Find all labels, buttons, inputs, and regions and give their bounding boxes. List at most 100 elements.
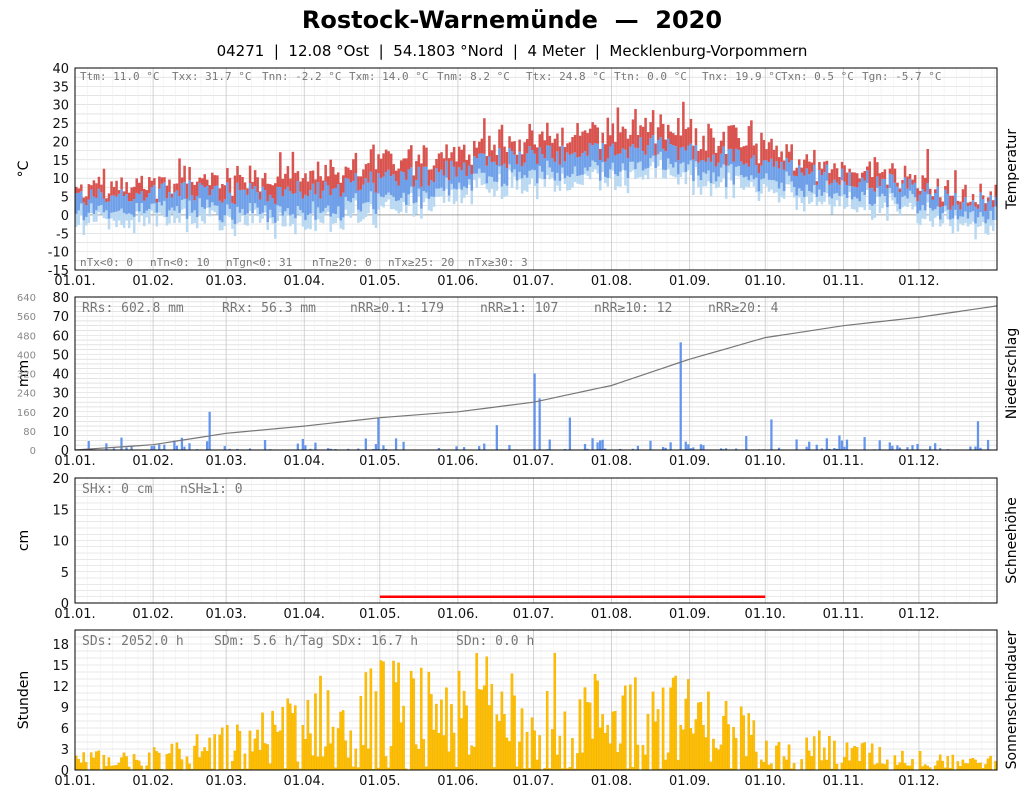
temp-mean-bar — [863, 180, 867, 196]
temp-mean-bar — [853, 186, 856, 197]
temp-max-bar — [470, 164, 474, 175]
temp-mean-bar — [598, 160, 602, 181]
sunshine-bar — [792, 763, 796, 771]
sunshine-bar — [946, 756, 950, 771]
precip-bar — [974, 446, 977, 450]
precip-bar — [719, 448, 723, 450]
x-tick-label: 01.02. — [132, 454, 173, 469]
sunshine-bar — [291, 713, 295, 771]
temp-mean-bar — [752, 155, 756, 180]
temp-mean-bar — [85, 205, 88, 217]
temp-mean-bar — [213, 185, 217, 206]
sunshine-bar — [236, 724, 239, 771]
temp-min-bar — [976, 208, 980, 227]
temp-mean-bar — [420, 186, 423, 209]
temp-mean-bar — [334, 187, 337, 215]
temp-max-bar — [780, 151, 783, 162]
x-tick-label: 01.09. — [669, 274, 710, 289]
temp-max-bar — [581, 131, 584, 154]
sunshine-bar — [346, 757, 350, 771]
temp-mean-bar — [961, 202, 965, 217]
x-tick-label: 01.12. — [898, 274, 939, 289]
sunshine-bar — [586, 702, 589, 771]
stat-label: nTn≥20: 0 — [312, 256, 372, 269]
temp-max-bar — [961, 189, 965, 203]
temp-max-bar — [578, 135, 582, 157]
temp-mean-bar — [991, 207, 995, 220]
precip-bar — [263, 439, 267, 450]
temp-mean-bar — [447, 180, 451, 196]
sunshine-bar — [392, 660, 395, 771]
sunshine-bar — [654, 721, 657, 771]
sunshine-bar — [986, 758, 990, 771]
temp-max-bar — [949, 195, 952, 210]
temp-max-bar — [923, 177, 927, 192]
temp-mean-bar — [712, 154, 715, 173]
sunshine-bar — [556, 754, 559, 771]
precip-bar — [105, 443, 108, 450]
sunshine-bar — [344, 740, 347, 771]
x-tick-label: 01.10. — [745, 274, 786, 289]
temp-min-bar — [908, 178, 912, 203]
sunshine-bar — [253, 738, 257, 771]
temp-max-bar — [604, 144, 607, 162]
temp-max-bar — [651, 110, 655, 136]
precip-bar — [483, 443, 486, 450]
temp-mean-bar — [790, 160, 793, 182]
temp-mean-bar — [606, 158, 610, 178]
precip-cumulative-line — [74, 305, 998, 451]
temp-max-bar — [548, 135, 552, 146]
temp-max-bar — [697, 151, 700, 163]
sunshine-bar — [364, 672, 368, 771]
sunshine-bar — [782, 756, 786, 771]
temp-max-bar — [883, 169, 887, 179]
temp-min-bar — [765, 160, 768, 187]
temp-mean-bar — [347, 178, 350, 201]
temp-mean-bar — [336, 184, 340, 207]
temp-max-bar — [745, 145, 748, 164]
temp-mean-bar — [349, 182, 353, 203]
temp-mean-bar — [490, 162, 494, 177]
temp-mean-bar — [228, 192, 232, 209]
temp-max-bar — [455, 161, 458, 177]
sunshine-bar — [147, 752, 151, 771]
temp-max-bar — [364, 164, 368, 179]
temp-max-bar — [737, 138, 741, 150]
x-tick-label: 01.04. — [284, 607, 325, 622]
temp-max-bar — [372, 144, 375, 183]
temp-mean-bar — [397, 185, 400, 201]
panel-border — [74, 67, 998, 271]
temp-max-bar — [934, 189, 937, 194]
temp-max-bar — [659, 114, 662, 138]
sunshine-bar — [508, 741, 511, 771]
temp-max-bar — [939, 197, 942, 208]
stat-label: nTgn<0: 31 — [226, 256, 292, 269]
temp-max-bar — [906, 176, 909, 189]
temp-max-bar — [344, 166, 348, 178]
temp-mean-bar — [170, 197, 174, 208]
temp-mean-bar — [279, 187, 282, 207]
sunshine-bar — [117, 762, 121, 771]
sunshine-bar — [288, 703, 292, 771]
temp-mean-bar — [976, 208, 980, 218]
temp-mean-bar — [440, 169, 443, 188]
sunshine-bar — [178, 748, 181, 771]
temp-max-bar — [770, 138, 773, 159]
sunshine-bar — [755, 751, 758, 771]
temp-mean-bar — [256, 192, 259, 208]
temp-mean-bar — [216, 185, 219, 206]
temp-mean-bar — [561, 145, 564, 168]
temp-max-bar — [536, 147, 539, 164]
temp-max-bar — [241, 177, 244, 190]
temp-mean-bar — [805, 168, 809, 185]
temp-max-bar — [664, 139, 667, 152]
temp-max-bar — [707, 123, 710, 158]
temp-max-bar — [231, 195, 234, 203]
precip-bar — [228, 448, 231, 450]
temp-max-bar — [367, 163, 370, 183]
sunshine-bar — [616, 752, 620, 771]
stat-label: Tnx: 19.9 °C — [702, 70, 781, 83]
temp-max-bar — [296, 171, 300, 181]
temp-mean-bar — [959, 209, 962, 217]
stat-label: Tgn: -5.7 °C — [862, 70, 941, 83]
